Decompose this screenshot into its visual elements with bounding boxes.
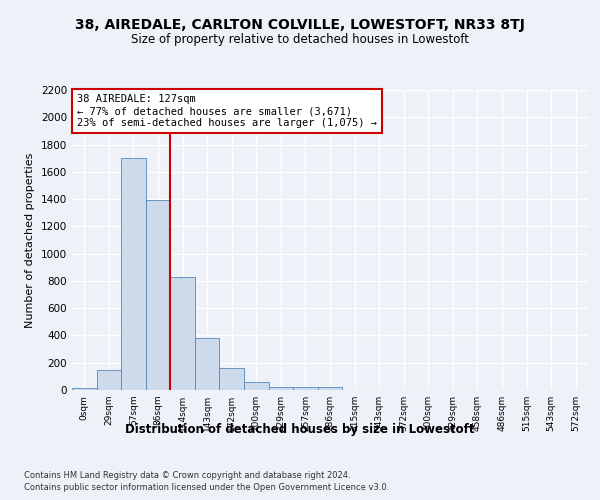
Text: Contains public sector information licensed under the Open Government Licence v3: Contains public sector information licen… bbox=[24, 483, 389, 492]
Bar bbox=[121, 158, 146, 390]
Text: Contains HM Land Registry data © Crown copyright and database right 2024.: Contains HM Land Registry data © Crown c… bbox=[24, 470, 350, 480]
Bar bbox=[220, 368, 244, 390]
Bar bbox=[244, 382, 269, 390]
Bar bbox=[293, 387, 318, 390]
Text: Size of property relative to detached houses in Lowestoft: Size of property relative to detached ho… bbox=[131, 32, 469, 46]
Bar bbox=[170, 277, 195, 390]
Bar bbox=[195, 338, 220, 390]
Bar bbox=[97, 370, 121, 390]
Text: Distribution of detached houses by size in Lowestoft: Distribution of detached houses by size … bbox=[125, 422, 475, 436]
Text: 38 AIREDALE: 127sqm
← 77% of detached houses are smaller (3,671)
23% of semi-det: 38 AIREDALE: 127sqm ← 77% of detached ho… bbox=[77, 94, 377, 128]
Bar bbox=[72, 388, 97, 390]
Bar bbox=[318, 387, 342, 390]
Bar bbox=[269, 386, 293, 390]
Text: 38, AIREDALE, CARLTON COLVILLE, LOWESTOFT, NR33 8TJ: 38, AIREDALE, CARLTON COLVILLE, LOWESTOF… bbox=[75, 18, 525, 32]
Y-axis label: Number of detached properties: Number of detached properties bbox=[25, 152, 35, 328]
Bar bbox=[146, 200, 170, 390]
